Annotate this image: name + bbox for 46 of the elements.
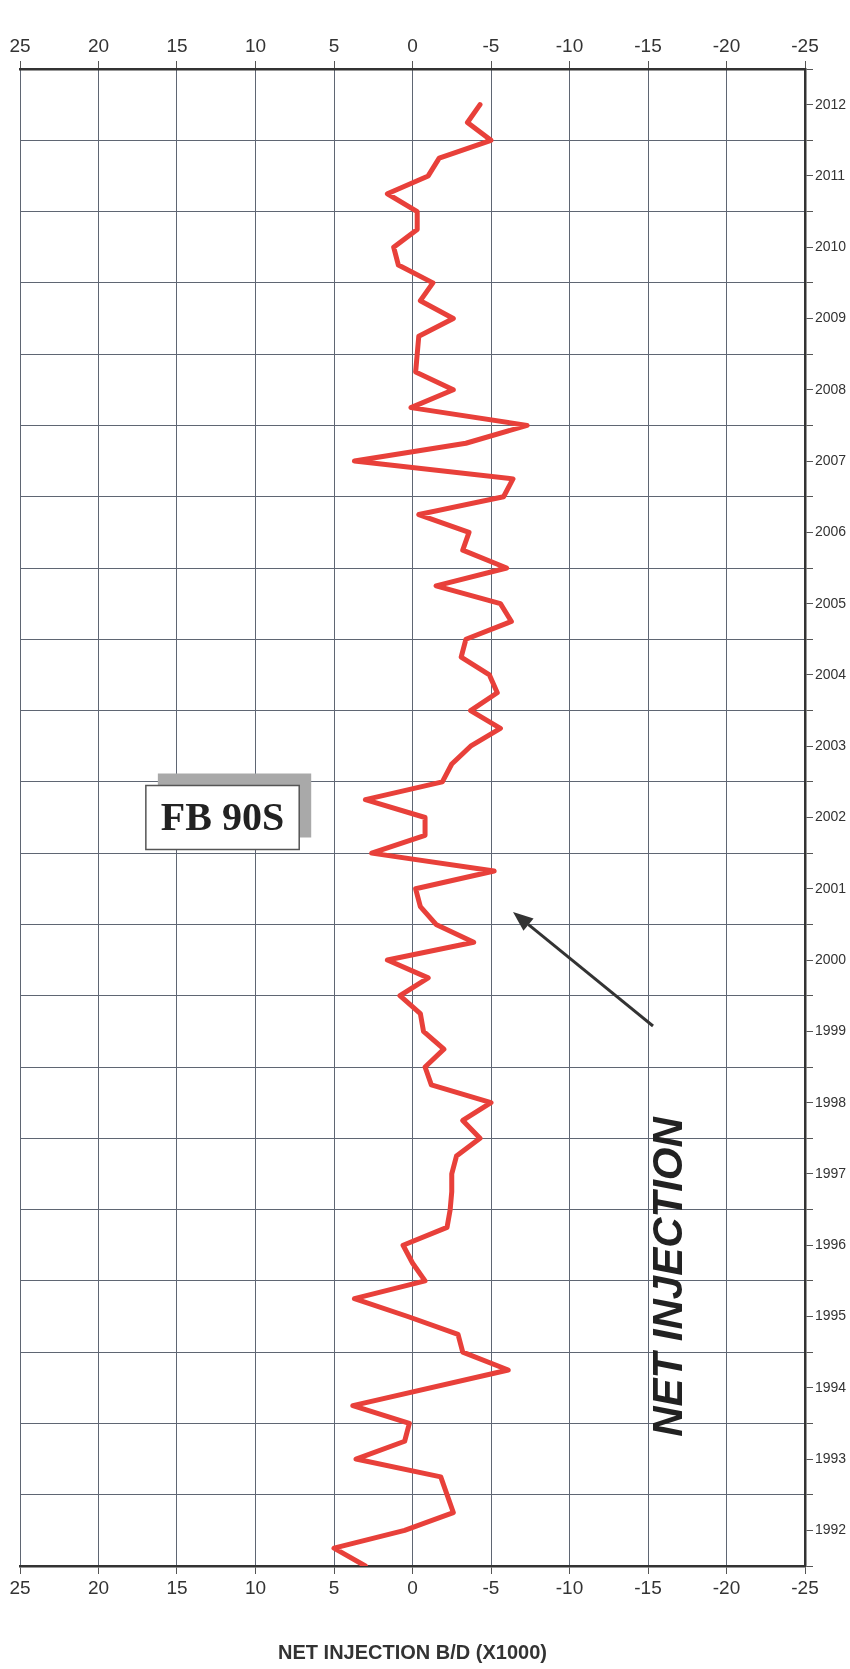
text: FB 90S xyxy=(160,793,285,839)
x-tick-label: -25 xyxy=(791,1576,819,1598)
y-tick-label: 2006 xyxy=(815,523,847,540)
y-tick-label: 2004 xyxy=(815,665,847,682)
y-tick-label: 2009 xyxy=(815,309,847,326)
y-tick-label: 1997 xyxy=(815,1164,847,1181)
y-tick-label: 1992 xyxy=(815,1521,847,1538)
x-tick-label: -10 xyxy=(555,1576,584,1598)
x-tick-label: -20 xyxy=(712,1576,741,1598)
x-tick-label: -5 xyxy=(482,1576,500,1598)
y-tick-label: 1995 xyxy=(815,1307,847,1324)
x-tick-label: 10 xyxy=(244,1576,267,1598)
y-tick-label: 1998 xyxy=(815,1093,847,1110)
y-tick-label: 1996 xyxy=(815,1236,847,1253)
y-tick-label: 2012 xyxy=(815,95,847,112)
y-tick-label: 1999 xyxy=(815,1022,847,1039)
x-tick-label: 5 xyxy=(328,1576,340,1598)
y-tick-label: 2010 xyxy=(815,238,847,255)
x2-tick-label: 15 xyxy=(166,34,188,56)
x-tick-label: 25 xyxy=(9,1576,31,1598)
y-tick-label: 2001 xyxy=(815,879,847,896)
y-tick-label: 1993 xyxy=(815,1449,847,1466)
y-tick-label: 2007 xyxy=(815,451,847,468)
x2-tick-label: -5 xyxy=(482,34,500,56)
y-tick-label: 2000 xyxy=(815,950,847,967)
annotation: NET INJECTION xyxy=(643,1115,691,1437)
x2-tick-label: -25 xyxy=(791,34,819,56)
x2-tick-label: 5 xyxy=(328,34,340,56)
x2-tick-label: -20 xyxy=(712,34,741,56)
y-tick-label: 1994 xyxy=(815,1378,847,1395)
x-tick-label: 15 xyxy=(166,1576,188,1598)
y-tick-label: 2008 xyxy=(815,380,847,397)
x2-tick-label: -10 xyxy=(555,34,584,56)
y-tick-label: 2003 xyxy=(815,737,847,754)
y-tick-label: 2002 xyxy=(815,808,847,825)
x2-tick-label: 10 xyxy=(244,34,267,56)
x-tick-label: -15 xyxy=(634,1576,662,1598)
x2-tick-label: 0 xyxy=(407,34,418,56)
y-tick-label: 2011 xyxy=(815,166,846,183)
x2-tick-label: -15 xyxy=(634,34,662,56)
x2-tick-label: 25 xyxy=(9,34,31,56)
x2-tick-label: 20 xyxy=(87,34,110,56)
x-tick-label: 0 xyxy=(407,1576,418,1598)
y-tick-label: 2005 xyxy=(815,594,847,611)
x-tick-label: 20 xyxy=(87,1576,110,1598)
x-axis-title: NET INJECTION B/D (X1000) xyxy=(278,1640,547,1663)
